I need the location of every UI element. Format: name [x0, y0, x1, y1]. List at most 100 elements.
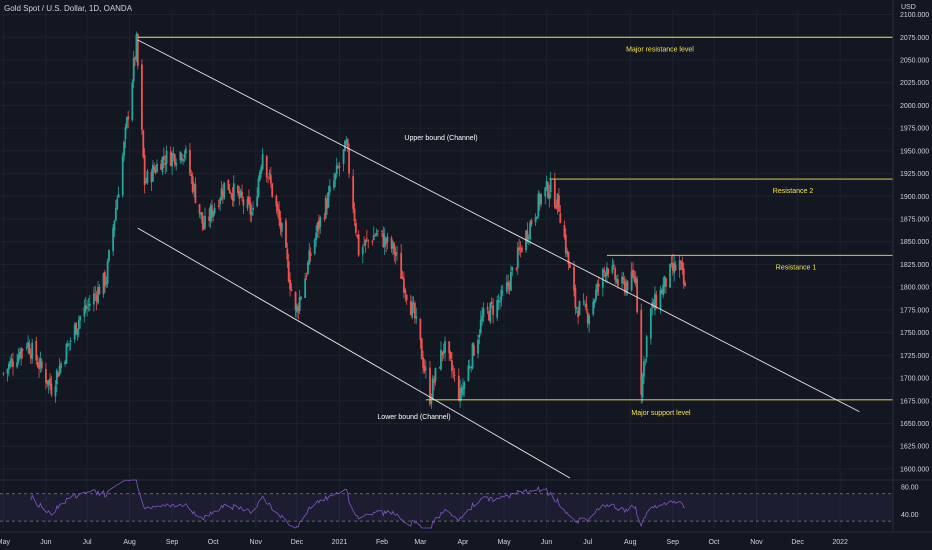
candle-body — [213, 207, 216, 214]
candle-body — [516, 247, 519, 269]
price-axis: 1600.000 1625.000 1650.000 1675.000 1700.000… — [892, 0, 929, 532]
rsi-pane: 80.00 40.00 — [0, 479, 932, 529]
candle-body — [486, 307, 489, 310]
candle-body — [191, 176, 194, 192]
candle-body — [116, 198, 119, 210]
candle-body — [16, 362, 18, 368]
candle-body — [246, 199, 249, 209]
candle-body — [468, 366, 471, 368]
candle-body — [518, 247, 521, 251]
candle-body — [615, 278, 618, 282]
candle-body — [460, 387, 463, 394]
candle-body — [98, 287, 101, 295]
y-tick-label: 2075.000 — [900, 35, 929, 42]
candle-body — [376, 230, 379, 232]
candle-body — [390, 237, 393, 249]
candle-body — [433, 381, 435, 383]
candle-body — [452, 372, 455, 374]
candle-body — [77, 320, 80, 330]
candle-body — [558, 195, 560, 212]
candle-body — [645, 336, 648, 358]
candle-body — [134, 57, 136, 60]
candle-body — [160, 163, 163, 170]
candle-body — [500, 289, 503, 301]
candle-body — [258, 171, 261, 181]
candle-body — [60, 363, 62, 369]
candle-body — [492, 305, 494, 315]
x-tick-label: Sep — [667, 539, 680, 546]
candle-body — [467, 365, 470, 381]
candle-body — [606, 267, 608, 277]
candle-body — [198, 204, 201, 214]
candle-body — [684, 282, 687, 287]
candle-body — [662, 284, 665, 296]
candle-body — [375, 233, 378, 235]
candle-body — [333, 180, 335, 189]
candle-body — [348, 148, 350, 174]
candle-body — [441, 351, 444, 356]
symbol-title: Gold Spot / U.S. Dollar, 1D, OANDA — [4, 4, 133, 13]
candle-body — [309, 252, 312, 257]
candle-body — [55, 370, 58, 385]
candle-body — [106, 261, 109, 284]
candle-body — [442, 350, 445, 354]
candle-body — [396, 252, 398, 254]
candle-body — [162, 156, 165, 161]
candle-body — [563, 224, 566, 238]
candle-body — [577, 310, 580, 318]
channel-lower-label: Lower bound (Channel) — [377, 414, 450, 421]
candle-body — [411, 302, 414, 318]
candle-body — [367, 240, 370, 242]
candle-body — [204, 215, 206, 228]
candle-body — [420, 338, 423, 360]
candle-body — [592, 301, 595, 315]
x-tick-label: Dec — [791, 539, 804, 546]
candle-body — [151, 165, 154, 182]
candle-body — [625, 283, 628, 294]
candle-body — [28, 343, 31, 355]
candle-body — [315, 232, 318, 240]
candle-body — [479, 319, 482, 333]
candle-body — [57, 372, 60, 377]
candle-body — [290, 289, 293, 291]
candle-body — [145, 181, 147, 184]
candle-body — [209, 206, 212, 222]
candle-body — [655, 295, 658, 308]
candle-body — [210, 204, 213, 218]
candle-body — [394, 252, 397, 256]
candles-layer — [2, 31, 687, 409]
y-tick-label: 1900.000 — [900, 194, 929, 201]
candle-body — [566, 250, 569, 255]
y-tick-label: 2050.000 — [900, 57, 929, 64]
rsi-band — [0, 493, 893, 522]
candle-body — [190, 173, 193, 177]
candle-body — [601, 269, 604, 288]
candle-body — [289, 279, 291, 290]
candle-body — [269, 175, 272, 184]
candle-body — [578, 301, 581, 316]
rsi-tick-label: 80.00 — [901, 484, 919, 491]
currency-unit: USD — [901, 4, 916, 11]
candle-body — [171, 153, 173, 167]
candle-body — [453, 374, 456, 376]
candle-body — [201, 212, 204, 224]
candle-body — [182, 159, 184, 162]
candle-body — [327, 191, 330, 208]
candle-body — [17, 354, 20, 363]
candle-body — [623, 280, 626, 293]
candle-body — [7, 364, 10, 370]
candle-body — [308, 250, 311, 265]
candle-body — [652, 302, 655, 308]
candle-body — [614, 268, 617, 280]
candle-body — [472, 345, 475, 356]
candle-body — [103, 272, 106, 287]
candle-body — [241, 191, 243, 199]
x-tick-label: Jul — [83, 539, 92, 546]
candle-body — [194, 184, 197, 203]
candle-body — [423, 365, 426, 372]
candle-body — [142, 130, 145, 158]
x-tick-label: May — [497, 539, 511, 546]
candle-body — [409, 301, 412, 316]
candle-body — [471, 343, 474, 369]
